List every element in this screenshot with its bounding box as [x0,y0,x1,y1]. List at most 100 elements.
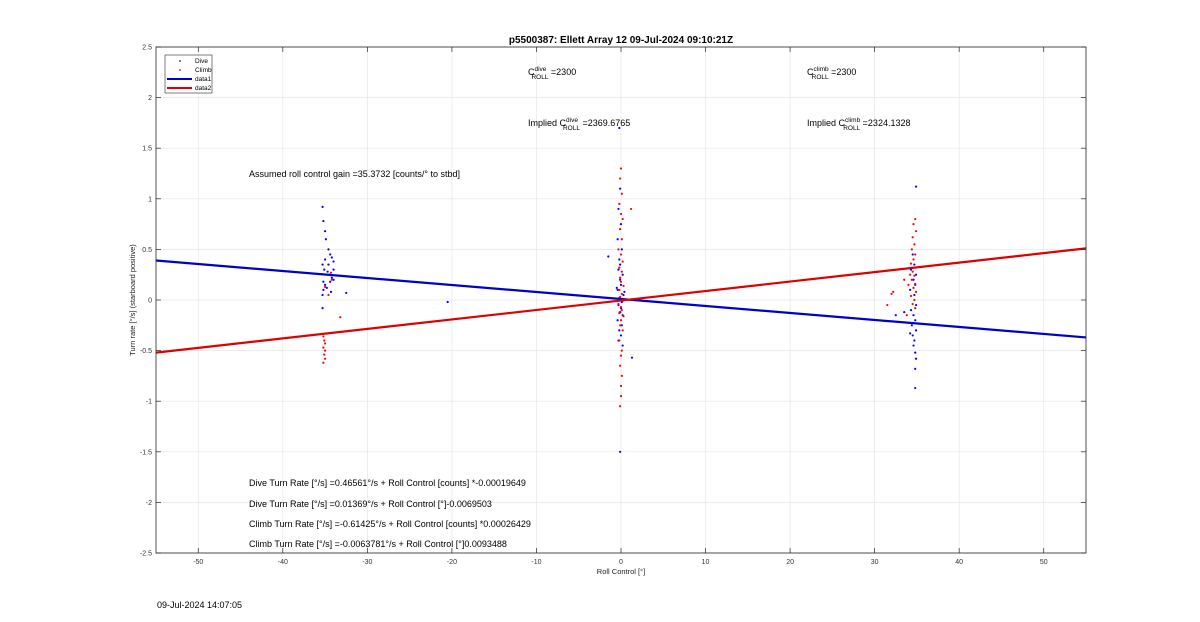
legend-dive-marker [179,60,181,62]
dive-point [323,283,327,286]
climb-point [912,223,915,226]
climb-point [619,228,622,231]
climb-point [909,262,913,265]
climb-point [620,349,623,352]
dive-point [322,219,325,223]
climb-point [323,285,327,288]
climb-point [621,329,624,332]
dive-point [329,290,333,294]
x-tick-label: -30 [362,559,372,566]
legend-dive-label: Dive [195,58,208,65]
dive-point [617,207,620,211]
climb-point [620,309,623,312]
climb-point [914,230,918,233]
legend-climb-marker [179,69,181,71]
dive-point [909,288,912,291]
x-tick-label: 20 [786,559,794,566]
y-tick-label: 0.5 [142,247,152,254]
c-roll-climb-base: C [807,67,814,77]
climb-point [621,217,624,221]
dive-point [332,260,335,263]
implied-c-roll-climb-annotation: Implied Cclimb ROLL =2324.1328 [807,117,910,132]
dive-point [913,263,916,266]
y-tick-label: 0 [148,298,152,305]
climb-point [329,271,333,274]
x-tick-label: -50 [193,559,203,566]
implied-c-roll-dive-annotation: Implied Cdive ROLL =2369.6765 [528,117,630,132]
climb-point [323,342,327,345]
climb-point [620,238,623,241]
climb-point [618,266,621,269]
implied-climb-sup: climb [845,117,861,124]
climb-point [621,260,624,263]
y-axis-label: Turn rate [°/s] (starboard positive) [128,244,137,356]
dive-point [914,303,918,307]
y-tick-label: -2.5 [140,551,152,558]
fit-line-data1 [155,259,1087,339]
climb-point [909,273,912,276]
y-tick-label: -0.5 [140,348,152,355]
dive-point [619,187,622,190]
climb-point [914,306,917,310]
y-tick-label: 1.5 [142,146,152,153]
dive-point [618,258,621,261]
climb-point [620,270,623,273]
climb-point [323,349,327,352]
dive-point [914,185,918,188]
dive-point [619,334,623,337]
dive-point [914,386,917,390]
climb-point [618,202,621,205]
x-tick-label: 0 [619,559,623,566]
implied-dive-base: Implied C [528,118,567,128]
legend: Dive Climb data1 data2 [164,54,213,94]
dive-point [619,223,623,226]
y-tick-label: -2 [146,500,152,507]
climb-point [911,236,914,239]
dive-point [330,276,333,279]
climb-point [909,294,913,298]
dive-point [909,309,913,312]
dive-point [619,278,622,281]
climb-point [619,324,622,327]
climb-point [327,293,330,297]
climb-point [619,167,623,170]
y-tick-label: 2 [148,95,152,102]
climb-point [618,312,621,315]
dive-point [322,288,325,291]
fit-line-data2 [155,247,1087,354]
dive-point [446,300,449,304]
climb-point [886,303,889,307]
climb-point [619,295,622,299]
dive-point [894,314,897,317]
dive-point [911,334,914,337]
climb-point [619,280,623,283]
dive-point [329,280,332,283]
climb-point [621,299,624,303]
legend-data1-label: data1 [195,76,212,83]
x-axis-label: Roll Control [°] [597,567,645,576]
climb-point [630,207,633,211]
dive-point [326,270,329,273]
climb-point [912,286,915,289]
dive-point [912,344,915,347]
dive-point [623,290,626,294]
climb-point [323,357,327,360]
climb-point [617,248,620,251]
c-roll-climb-value: =2300 [829,67,857,77]
dive-point [329,253,332,256]
climb-point [913,298,916,302]
dive-point [622,293,625,297]
legend-climb-label: Climb [195,67,212,74]
legend-box [164,54,213,94]
y-tick-label: -1 [146,399,152,406]
dive-point [323,230,327,233]
climb-point [322,335,325,338]
dive-point [327,248,330,251]
dive-point [913,339,916,342]
y-tick-labels: -2.5 -2 -1.5 -1 -0.5 0 0.5 1 1.5 2 2.5 [140,45,1086,558]
climb-point [619,212,623,216]
implied-dive-sub: ROLL [563,125,580,132]
dive-point [903,311,906,314]
data-points [321,126,918,453]
